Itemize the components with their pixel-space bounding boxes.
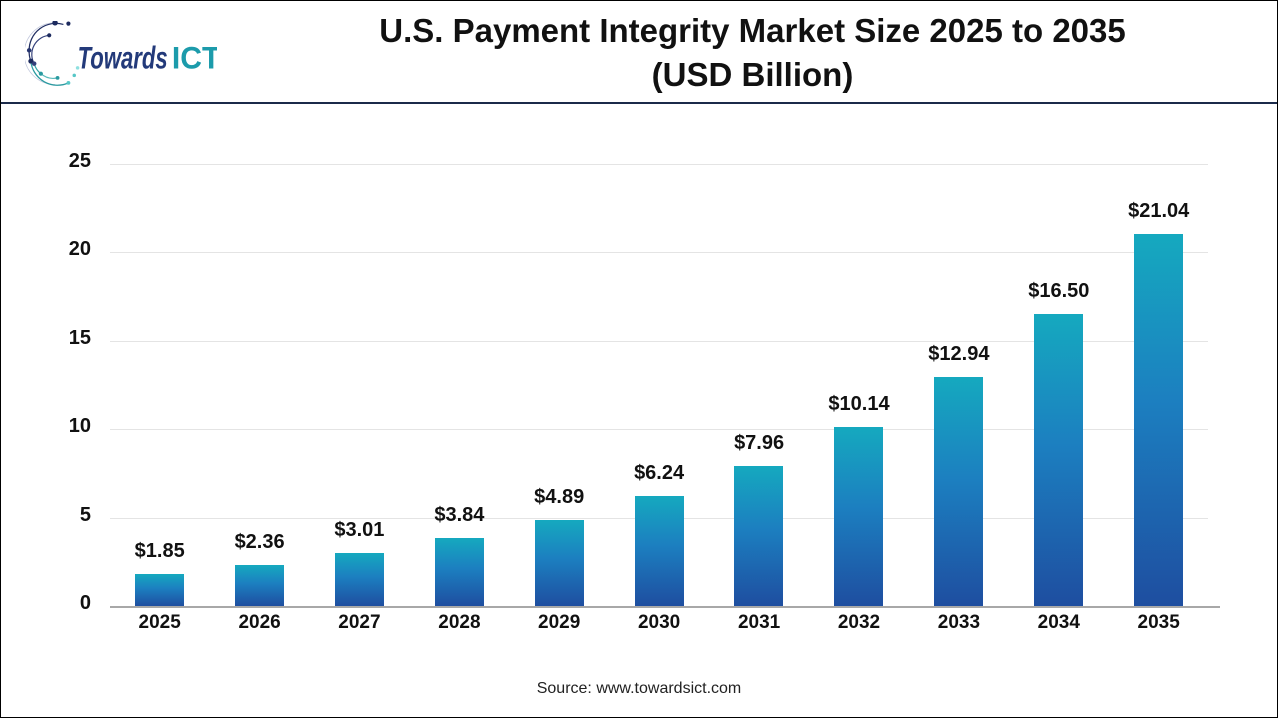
svg-text:Towards: Towards [78,40,168,76]
svg-text:ICT: ICT [172,40,217,76]
